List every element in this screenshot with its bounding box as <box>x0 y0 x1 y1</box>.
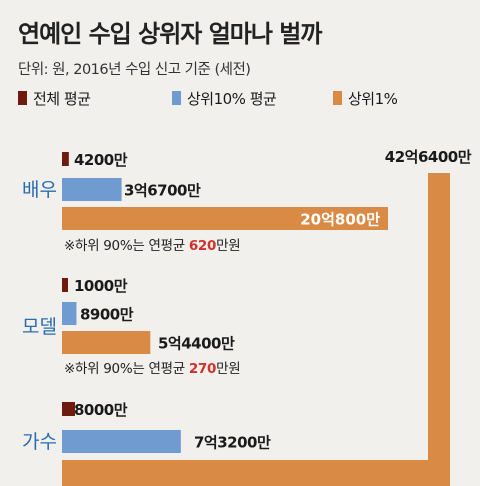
category-label-0: 배우 <box>22 179 57 201</box>
annotation-prefix: ※하위 90%는 연평균 <box>64 238 189 254</box>
category-label-1: 모델 <box>22 316 57 338</box>
chart-title: 연예인 수입 상위자 얼마나 벌까 <box>18 20 322 48</box>
value-label-s1-c1: 8900만 <box>80 306 134 324</box>
annotation-suffix: 만원 <box>216 238 240 254</box>
value-label-s2-c1: 5억4400만 <box>158 335 235 353</box>
bar-s1-c2 <box>62 430 181 453</box>
annotation-value: 620 <box>189 238 216 254</box>
value-label-s1-c2: 7억3200만 <box>194 434 271 452</box>
bar-s2-c1 <box>62 331 151 354</box>
legend-swatch-top1 <box>333 91 342 105</box>
bar-s1-c1 <box>62 302 77 325</box>
value-label-top1-singer: 42억6400만 <box>385 148 472 166</box>
value-label-s1-c0: 3억6700만 <box>124 182 201 200</box>
value-label-s0-c0: 4200만 <box>74 151 128 169</box>
bar-s0-c2 <box>62 402 75 416</box>
legend-swatch-top10-avg <box>172 91 181 105</box>
annotation-suffix: 만원 <box>216 361 240 377</box>
category-label-2: 가수 <box>22 431 57 453</box>
value-label-s0-c1: 1000만 <box>74 277 128 295</box>
bar-s0-c1 <box>62 278 68 292</box>
annotation-prefix: ※하위 90%는 연평균 <box>64 361 189 377</box>
annotation-1: ※하위 90%는 연평균 270만원 <box>64 361 240 377</box>
bar-s1-c0 <box>62 178 122 201</box>
annotation-0: ※하위 90%는 연평균 620만원 <box>64 238 240 254</box>
legend-label-top1: 상위1% <box>348 90 398 108</box>
chart-subtitle: 단위: 원, 2016년 수입 신고 기준 (세전) <box>18 62 251 78</box>
legend-swatch-total-avg <box>18 91 27 105</box>
bar-s0-c0 <box>62 152 69 166</box>
annotation-value: 270 <box>189 361 216 377</box>
legend-label-total-avg: 전체 평균 <box>33 90 91 108</box>
legend-label-top10-avg: 상위10% 평균 <box>187 90 277 108</box>
value-label-s2-c0: 20억800만 <box>300 211 380 229</box>
bar-s2-c0 <box>62 207 388 230</box>
value-label-s0-c2: 8000만 <box>74 401 128 419</box>
